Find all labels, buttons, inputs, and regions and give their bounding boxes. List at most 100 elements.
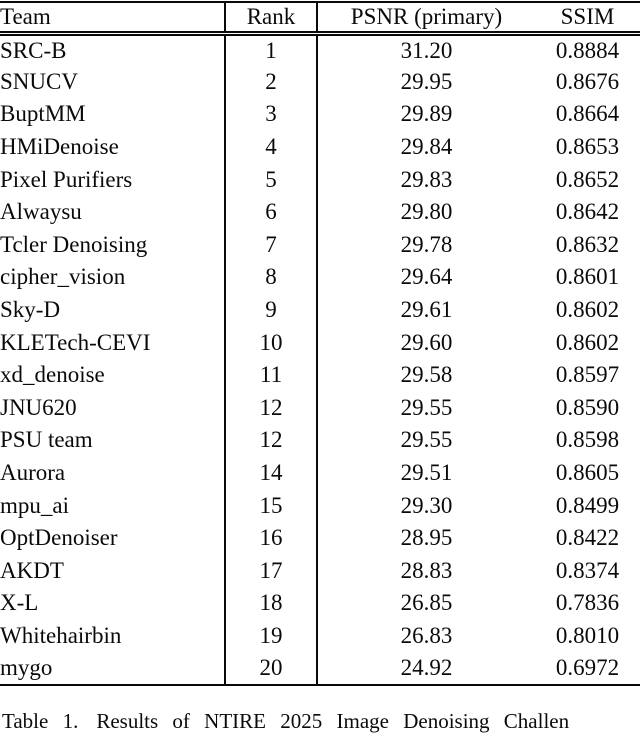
rank-cell: 1 xyxy=(224,33,317,66)
rank-cell: 7 xyxy=(224,228,317,262)
ssim-cell: 0.8642 xyxy=(555,199,620,225)
team-cell: mpu_ai xyxy=(0,492,69,518)
table-row: Whitehairbin 19 26.83 0.8010 xyxy=(0,619,640,653)
ssim-cell: 0.8601 xyxy=(555,264,620,290)
table-row: Sky-D 9 29.61 0.8602 xyxy=(0,293,640,327)
table-row: JNU620 12 29.55 0.8590 xyxy=(0,391,640,425)
team-cell: SRC-B xyxy=(0,37,67,63)
ssim-cell: 0.8422 xyxy=(555,525,620,551)
table-row: xd_denoise 11 29.58 0.8597 xyxy=(0,358,640,392)
ssim-cell: 0.8374 xyxy=(555,557,620,583)
team-cell: Sky-D xyxy=(0,297,61,323)
rank-cell: 15 xyxy=(224,489,317,522)
team-cell: AKDT xyxy=(0,557,64,583)
table-row: AKDT 17 28.83 0.8374 xyxy=(0,554,640,588)
table-row: mygo 20 24.92 0.6972 xyxy=(0,652,640,685)
header-row: Team Rank PSNR (primary) SSIM xyxy=(0,2,640,36)
table-row: Tcler Denoising 7 29.78 0.8632 xyxy=(0,228,640,262)
rank-cell: 2 xyxy=(224,65,317,99)
rank-cell: 5 xyxy=(224,163,317,196)
table-row: BuptMM 3 29.89 0.8664 xyxy=(0,98,640,131)
column-header-rank: Rank xyxy=(224,2,317,36)
table-row: mpu_ai 15 29.30 0.8499 xyxy=(0,489,640,522)
table-row: HMiDenoise 4 29.84 0.8653 xyxy=(0,130,640,164)
ssim-cell: 0.8632 xyxy=(555,231,620,257)
table-row: X-L 18 26.85 0.7836 xyxy=(0,587,640,620)
psnr-cell: 29.80 xyxy=(316,195,535,229)
psnr-cell: 29.51 xyxy=(316,456,535,490)
column-header-ssim: SSIM xyxy=(535,2,640,36)
rank-cell: 3 xyxy=(224,98,317,131)
table-row: OptDenoiser 16 28.95 0.8422 xyxy=(0,521,640,555)
ssim-cell: 0.8598 xyxy=(555,427,620,453)
team-cell: SNUCV xyxy=(0,68,78,94)
ssim-cell: 0.8653 xyxy=(555,134,620,160)
team-cell: Aurora xyxy=(0,460,66,486)
ssim-cell: 0.8010 xyxy=(555,622,620,648)
rank-cell: 9 xyxy=(224,293,317,327)
rank-cell: 8 xyxy=(224,261,317,294)
psnr-cell: 29.64 xyxy=(316,261,535,294)
table-row: KLETech-CEVI 10 29.60 0.8602 xyxy=(0,326,640,359)
results-table-body: SRC-B 1 31.20 0.8884 SNUCV 2 29.95 0.867… xyxy=(0,33,640,685)
ssim-cell: 0.8676 xyxy=(555,68,620,94)
ssim-cell: 0.8605 xyxy=(555,460,620,486)
team-cell: HMiDenoise xyxy=(0,134,119,160)
team-cell: Whitehairbin xyxy=(0,622,122,648)
team-cell: KLETech-CEVI xyxy=(0,329,151,355)
team-cell: mygo xyxy=(0,655,53,681)
psnr-cell: 29.84 xyxy=(316,130,535,164)
team-cell: OptDenoiser xyxy=(0,525,118,551)
ssim-cell: 0.8602 xyxy=(555,329,620,355)
table-row: Aurora 14 29.51 0.8605 xyxy=(0,456,640,490)
table-row: Alwaysu 6 29.80 0.8642 xyxy=(0,195,640,229)
psnr-cell: 29.78 xyxy=(316,228,535,262)
rank-cell: 16 xyxy=(224,521,317,555)
table-row: SRC-B 1 31.20 0.8884 xyxy=(0,33,640,66)
rank-cell: 10 xyxy=(224,326,317,359)
ssim-cell: 0.8884 xyxy=(555,37,620,63)
rank-cell: 6 xyxy=(224,195,317,229)
psnr-cell: 28.83 xyxy=(316,554,535,588)
rank-cell: 14 xyxy=(224,456,317,490)
caption-label: Table 1. xyxy=(2,709,79,733)
table-row: Pixel Purifiers 5 29.83 0.8652 xyxy=(0,163,640,196)
psnr-cell: 29.95 xyxy=(316,65,535,99)
ssim-cell: 0.8652 xyxy=(555,166,620,192)
ssim-cell: 0.8499 xyxy=(555,492,620,518)
team-cell: BuptMM xyxy=(0,101,86,127)
rank-cell: 19 xyxy=(224,619,317,653)
rank-cell: 12 xyxy=(224,424,317,457)
table-row: SNUCV 2 29.95 0.8676 xyxy=(0,65,640,99)
psnr-cell: 29.58 xyxy=(316,358,535,392)
column-header-psnr: PSNR (primary) xyxy=(316,2,535,36)
psnr-cell: 29.60 xyxy=(316,326,535,359)
rank-cell: 20 xyxy=(224,652,317,685)
table-row: cipher_vision 8 29.64 0.8601 xyxy=(0,261,640,294)
team-cell: Tcler Denoising xyxy=(0,231,148,257)
table-caption: Table 1. Results of NTIRE 2025 Image Deno… xyxy=(2,708,640,734)
rank-cell: 12 xyxy=(224,391,317,425)
psnr-cell: 29.83 xyxy=(316,163,535,196)
ssim-cell: 0.8664 xyxy=(555,101,620,127)
team-cell: PSU team xyxy=(0,427,93,453)
psnr-cell: 29.55 xyxy=(316,424,535,457)
team-cell: xd_denoise xyxy=(0,362,105,388)
column-header-team: Team xyxy=(0,2,225,36)
rank-cell: 17 xyxy=(224,554,317,588)
ssim-cell: 0.8602 xyxy=(555,297,620,323)
psnr-cell: 31.20 xyxy=(316,33,535,66)
psnr-cell: 29.61 xyxy=(316,293,535,327)
team-cell: cipher_vision xyxy=(0,264,126,290)
team-cell: JNU620 xyxy=(0,394,77,420)
psnr-cell: 28.95 xyxy=(316,521,535,555)
ssim-cell: 0.6972 xyxy=(555,655,620,681)
ssim-cell: 0.8597 xyxy=(555,362,620,388)
team-cell: X-L xyxy=(0,590,39,616)
psnr-cell: 26.85 xyxy=(316,587,535,620)
team-cell: Pixel Purifiers xyxy=(0,166,133,192)
psnr-cell: 24.92 xyxy=(316,652,535,685)
psnr-cell: 29.55 xyxy=(316,391,535,425)
rank-cell: 18 xyxy=(224,587,317,620)
table-row: PSU team 12 29.55 0.8598 xyxy=(0,424,640,457)
